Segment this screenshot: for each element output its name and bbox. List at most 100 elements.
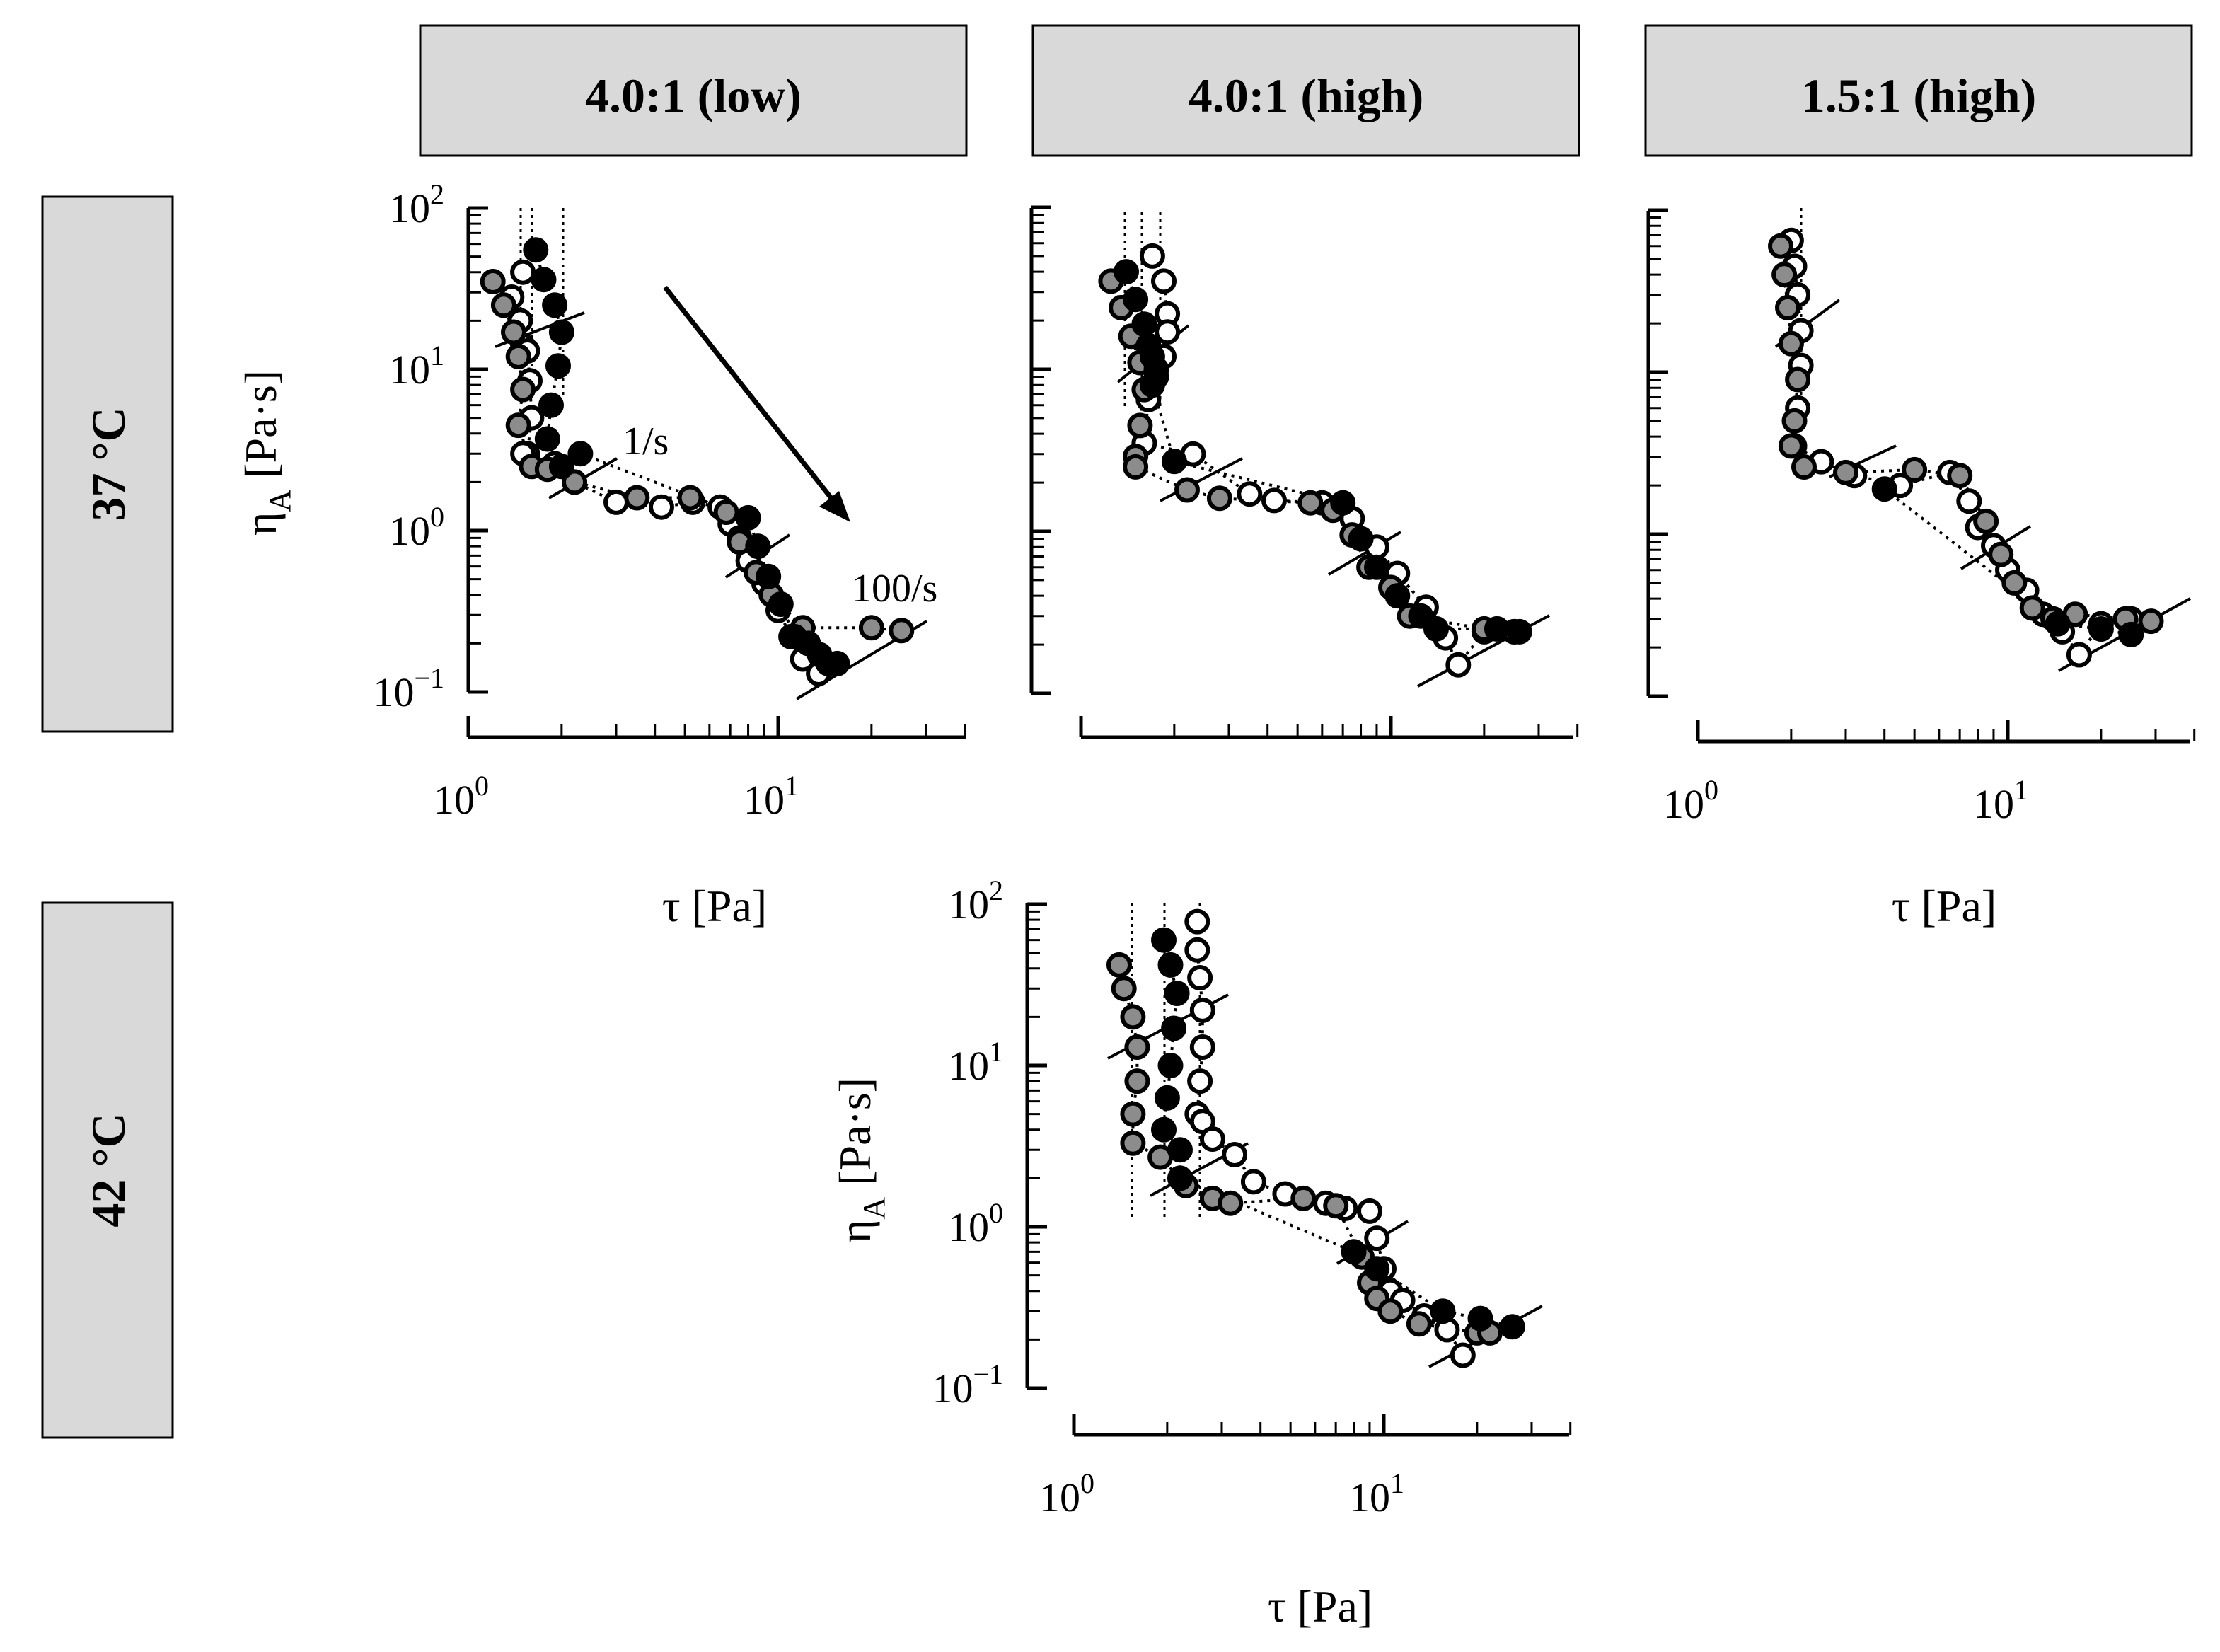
data-point-black: [1139, 372, 1165, 398]
data-point-gray: [713, 499, 739, 525]
data-point-black: [1157, 1053, 1184, 1078]
data-point-black: [538, 392, 564, 418]
data-point-gray: [1768, 233, 1793, 259]
data-point-white: [603, 489, 629, 515]
data-point-gray: [1120, 1101, 1146, 1127]
data-point-black: [1348, 526, 1374, 552]
data-point-black: [1123, 287, 1149, 313]
col-header-box-2: [1031, 24, 1580, 157]
data-point-black: [1341, 1239, 1367, 1265]
y-axis-title: ηA [Pa·s]: [236, 370, 297, 536]
data-point-black: [1871, 476, 1897, 502]
data-point-gray: [677, 485, 703, 511]
data-point-white: [1956, 488, 1982, 514]
data-point-gray: [490, 292, 516, 318]
data-point-white: [1187, 1068, 1213, 1094]
data-point-black: [1164, 981, 1190, 1006]
data-point-gray: [1778, 330, 1804, 357]
data-point-black: [548, 319, 574, 345]
reference-line: [1160, 457, 1243, 502]
data-point-white: [1151, 268, 1177, 294]
data-point-gray: [1833, 459, 1858, 485]
data-point-black: [1151, 927, 1177, 953]
data-point-gray: [1988, 541, 2014, 567]
row-header-2: 42 °C: [81, 1113, 135, 1227]
data-point-black: [1330, 490, 1356, 516]
data-point-gray: [505, 412, 531, 439]
data-point-white: [649, 494, 674, 520]
data-point-black: [1131, 311, 1157, 337]
data-point-black: [542, 292, 568, 318]
data-point-gray: [1785, 366, 1811, 393]
data-point-gray: [2138, 608, 2164, 635]
y-tick-label: 102: [389, 178, 444, 231]
y-tick-label: 10−1: [373, 662, 444, 715]
data-point-gray: [1973, 508, 1999, 534]
data-point-white: [1357, 1198, 1382, 1224]
data-point-gray: [1127, 412, 1153, 439]
annotation-100-per-s: 100/s: [852, 567, 937, 611]
y-tick-label: 101: [389, 340, 444, 393]
data-point-black: [1506, 618, 1532, 645]
data-point-gray: [1218, 1190, 1244, 1216]
data-point-gray: [1297, 490, 1324, 516]
data-point-gray: [1377, 1298, 1404, 1324]
data-point-white: [1199, 1126, 1225, 1152]
data-point-black: [1499, 1314, 1525, 1340]
data-point-gray: [1206, 485, 1232, 512]
data-point-gray: [858, 615, 884, 641]
x-tick-label: 100: [434, 770, 489, 823]
data-point-white: [2066, 642, 2092, 668]
row-header-box-2: [41, 901, 174, 1439]
data-point-gray: [889, 618, 915, 644]
panel-high-42: 10−1 100 101 102 100 101 τ [Pa] ηA [Pa·s]: [830, 874, 1572, 1631]
data-point-white: [1222, 1142, 1248, 1167]
x-tick-label: 101: [1973, 774, 2028, 827]
col-header-3: 1.5:1 (high): [1801, 69, 2036, 122]
data-point-black: [1167, 1165, 1193, 1191]
data-point-black: [523, 237, 549, 263]
x-tick-label: 101: [744, 770, 799, 823]
x-axis-title: τ [Pa]: [1268, 1581, 1372, 1631]
y-tick-label: 101: [948, 1036, 1003, 1089]
data-point-black: [1154, 1085, 1180, 1111]
data-point-white: [1445, 652, 1472, 678]
data-point-gray: [1111, 976, 1137, 1002]
data-point-black: [1467, 1305, 1493, 1332]
data-point-white: [1184, 937, 1210, 963]
annotation-1-per-s: 1/s: [623, 420, 669, 463]
trend-arrowhead: [819, 491, 850, 522]
data-point-gray: [1124, 1034, 1150, 1060]
row-header-box-1: [41, 195, 174, 733]
data-point-white: [1189, 1034, 1215, 1060]
y-tick-label: 10−1: [932, 1358, 1003, 1411]
col-header-1: 4.0:1 (low): [585, 69, 802, 122]
data-point-black: [1151, 1116, 1177, 1143]
y-axis-title: ηA [Pa·s]: [830, 1078, 891, 1243]
data-point-gray: [1781, 408, 1808, 434]
data-point-gray: [1106, 952, 1132, 978]
data-point-black: [1364, 554, 1389, 580]
data-point-gray: [1947, 463, 1973, 489]
data-point-white: [1139, 243, 1165, 269]
data-point-black: [1423, 616, 1449, 642]
series-line-white: [1196, 921, 1464, 1356]
y-tick-label: 102: [948, 874, 1003, 928]
data-point-black: [2118, 621, 2144, 647]
data-point-gray: [1406, 1311, 1432, 1337]
data-point-white: [1364, 1225, 1390, 1252]
data-point-white: [1237, 481, 1263, 507]
data-point-white: [1155, 319, 1181, 345]
data-point-black: [1161, 449, 1187, 475]
data-point-gray: [1120, 1130, 1146, 1156]
panel-15-high-37: 100 101 τ [Pa]: [1646, 208, 2196, 931]
data-point-white: [1184, 908, 1210, 935]
data-point-gray: [562, 469, 587, 495]
data-point-black: [1364, 1256, 1390, 1282]
data-point-white: [1187, 965, 1213, 990]
col-header-box-3: [1644, 24, 2193, 157]
data-point-black: [1384, 583, 1411, 609]
series-line-black: [1883, 487, 2132, 636]
data-point-black: [1430, 1298, 1456, 1324]
y-tick-label: 100: [389, 501, 444, 554]
